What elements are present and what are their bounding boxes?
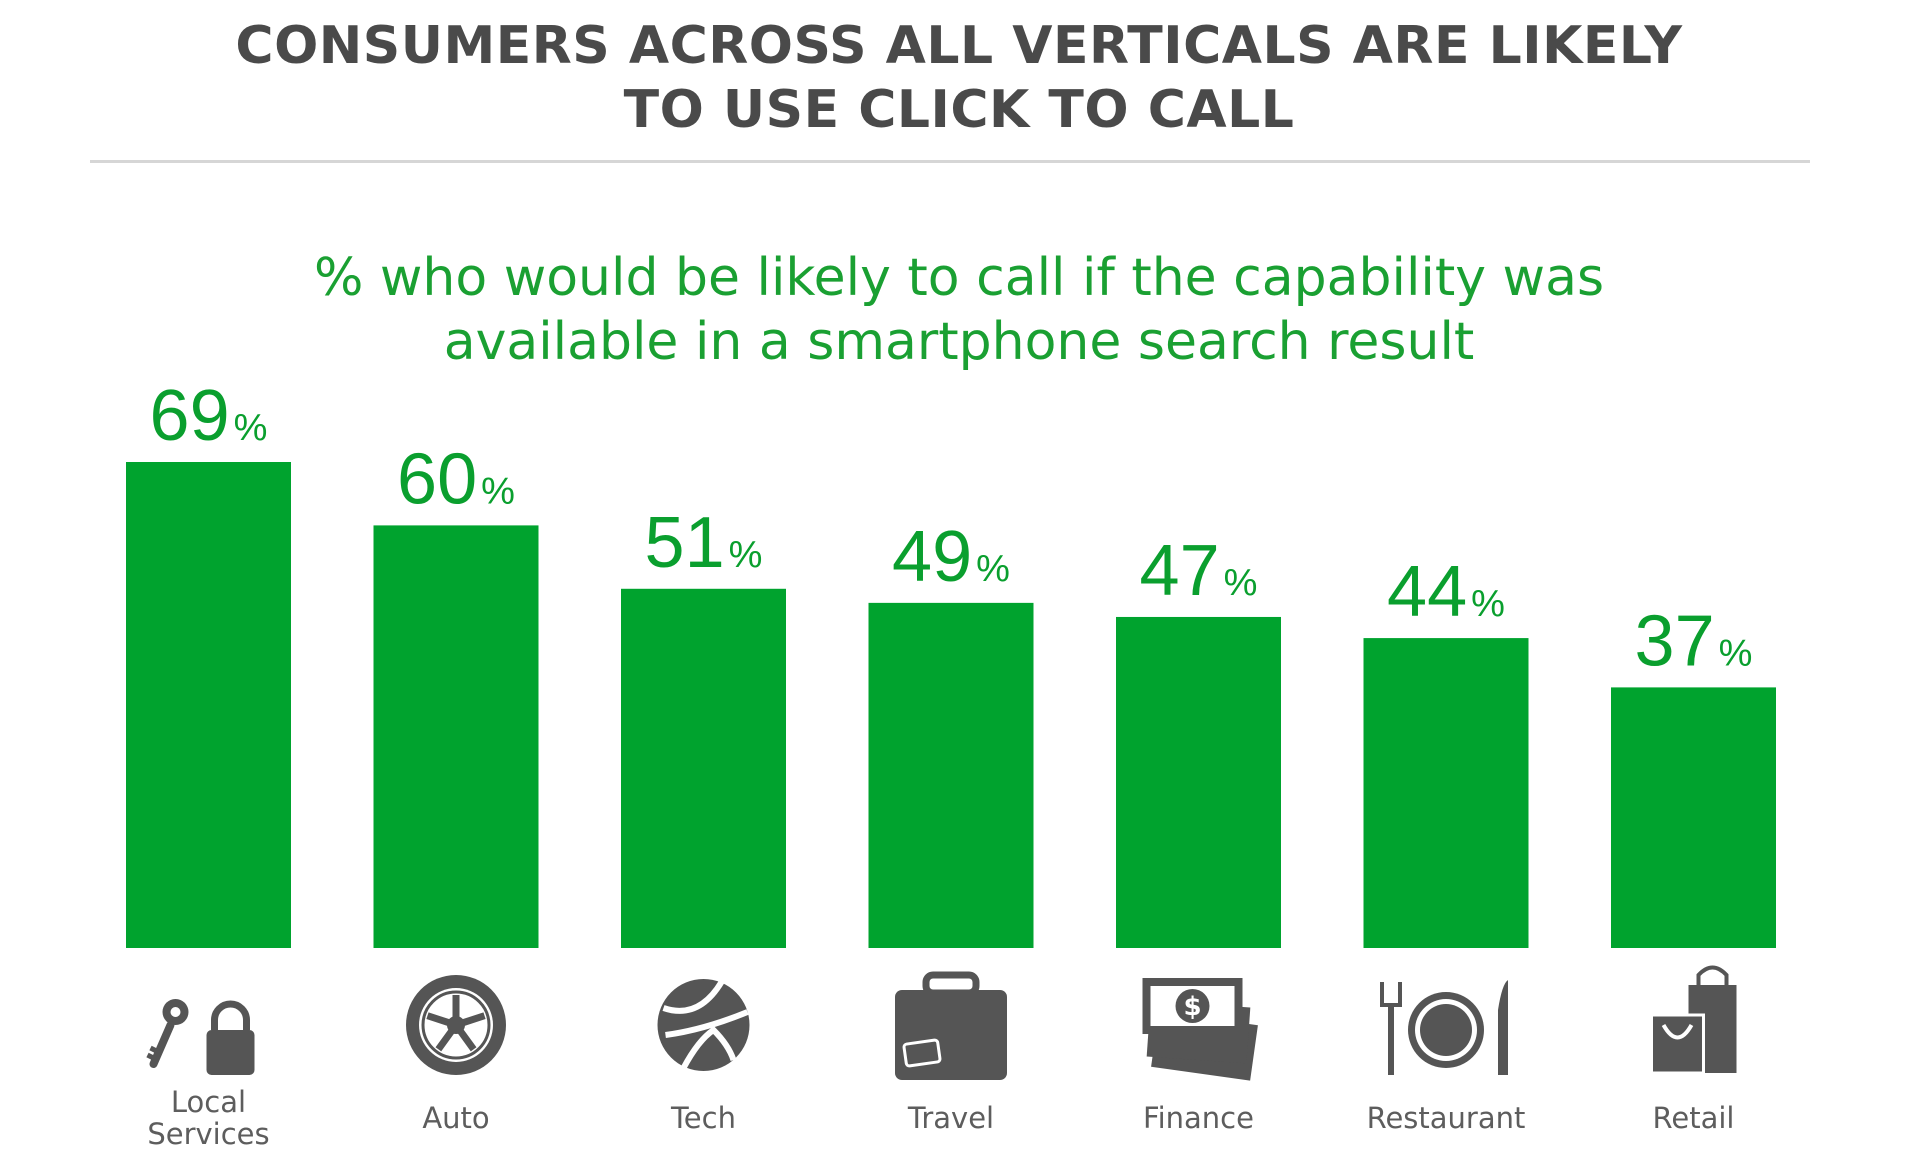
- key-lock-icon: [146, 999, 255, 1075]
- plate-cutlery-icon: [1380, 980, 1508, 1075]
- tire-icon: [406, 975, 506, 1075]
- suitcase-icon: [895, 971, 1007, 1080]
- category-label: Tech: [670, 1101, 736, 1135]
- svg-text:$: $: [1183, 992, 1201, 1022]
- value-label: 51%: [645, 503, 763, 583]
- bar-tech: [621, 588, 786, 948]
- value-label: 49%: [892, 517, 1010, 597]
- title-line-2: TO USE CLICK TO CALL: [623, 80, 1295, 140]
- category-label: Local Services: [147, 1085, 269, 1151]
- subtitle-line-2: available in a smartphone search result: [443, 312, 1475, 372]
- category-label: Retail: [1653, 1101, 1735, 1135]
- category-label: Restaurant: [1367, 1101, 1526, 1135]
- value-label: 44%: [1387, 552, 1505, 632]
- value-label: 37%: [1635, 601, 1753, 681]
- category-label: Auto: [422, 1101, 489, 1135]
- bar-restaurant: [1363, 638, 1529, 948]
- value-label: 47%: [1140, 531, 1258, 611]
- category-label: Finance: [1143, 1101, 1254, 1135]
- bar-retail: [1611, 687, 1776, 948]
- bar-local-services: [126, 462, 291, 948]
- chart-subtitle: % who would be likely to call if the cap…: [0, 246, 1918, 374]
- title-divider: [90, 160, 1810, 163]
- globe-icon: [657, 979, 750, 1071]
- subtitle-line-1: % who would be likely to call if the cap…: [313, 248, 1605, 308]
- bar-travel: [868, 602, 1034, 948]
- money-icon: $: [1142, 978, 1258, 1081]
- value-label: 69%: [150, 376, 268, 456]
- category-label: Travel: [907, 1101, 994, 1135]
- bar-auto: [373, 525, 539, 948]
- title-line-1: CONSUMERS ACROSS ALL VERTICALS ARE LIKEL…: [235, 16, 1683, 76]
- chart-title: CONSUMERS ACROSS ALL VERTICALS ARE LIKEL…: [0, 14, 1918, 142]
- shopping-bag-icon: [1650, 965, 1737, 1075]
- bar-finance: [1116, 616, 1281, 948]
- value-label: 60%: [397, 439, 515, 519]
